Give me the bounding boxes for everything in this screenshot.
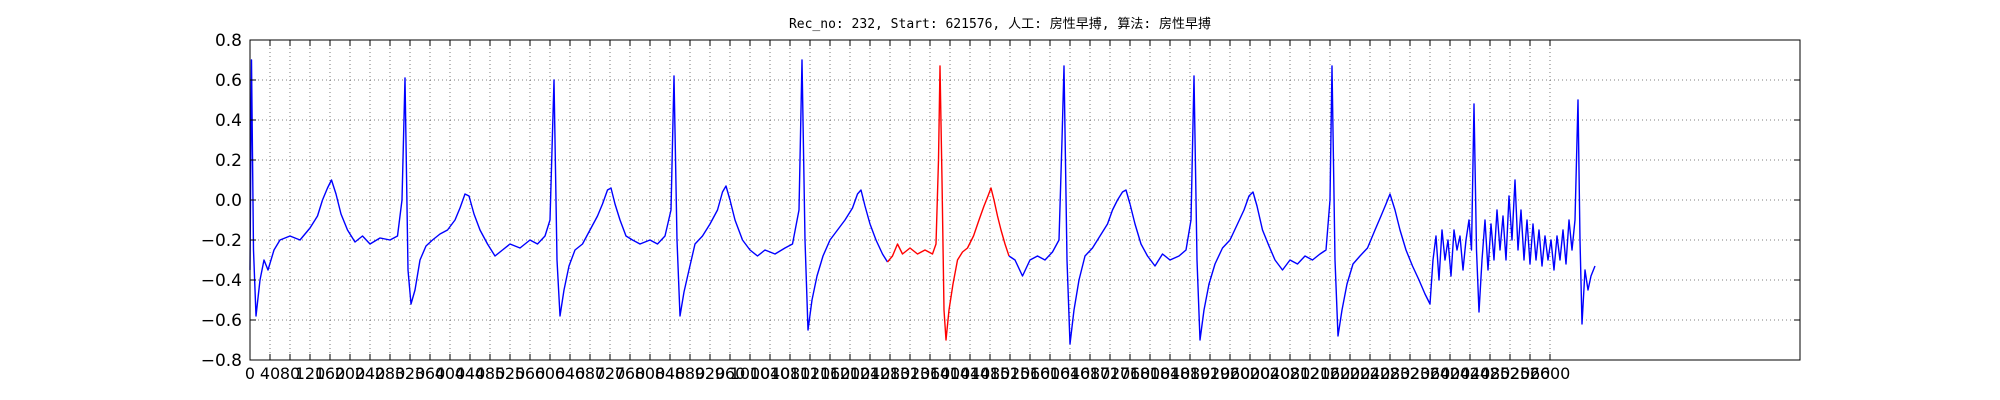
x-tick-label: 1040 [750, 364, 791, 383]
x-tick-label: 2200 [1330, 364, 1371, 383]
x-tick-label: 2400 [1430, 364, 1471, 383]
grid-lines [249, 39, 1800, 361]
x-tick-label: 1880 [1170, 364, 1211, 383]
x-tick-label: 760 [615, 364, 646, 383]
x-tick-label: 2520 [1490, 364, 1531, 383]
x-tick-label: 640 [555, 364, 586, 383]
x-tick-label: 2360 [1410, 364, 1451, 383]
x-tick-label: 120 [295, 364, 326, 383]
x-tick-label: 1600 [1030, 364, 1071, 383]
x-tick-label: 2480 [1470, 364, 1511, 383]
x-tick-label: 1400 [930, 364, 971, 383]
ecg-series-line-1 [249, 59, 889, 331]
x-tick-label: 360 [415, 364, 446, 383]
x-tick-label: 1240 [850, 364, 891, 383]
x-tick-label: 1520 [990, 364, 1031, 383]
x-tick-label: 1920 [1190, 364, 1231, 383]
x-tick-label: 560 [515, 364, 546, 383]
x-tick-label: 920 [695, 364, 726, 383]
x-tick-label: 320 [395, 364, 426, 383]
x-tick-label: 1000 [730, 364, 771, 383]
ecg-series-line-2 [886, 65, 1010, 341]
x-tick-label: 960 [715, 364, 746, 383]
ecg-series-line-3 [1008, 65, 1596, 345]
x-tick-label: 0 [245, 364, 255, 383]
x-tick-label: 1840 [1150, 364, 1191, 383]
x-tick-label: 280 [375, 364, 406, 383]
x-tick-label: 1720 [1090, 364, 1131, 383]
y-tick-label: −0.8 [201, 351, 242, 371]
x-tick-label: 2600 [1530, 364, 1571, 383]
x-tick-label: 240 [355, 364, 386, 383]
x-tick-label: 2560 [1510, 364, 1551, 383]
x-tick-label: 2240 [1350, 364, 1391, 383]
x-tick-label: 2320 [1390, 364, 1431, 383]
x-tick-label: 520 [495, 364, 526, 383]
x-tick-label: 200 [335, 364, 366, 383]
x-tick-label: 1560 [1010, 364, 1051, 383]
y-tick-label: 0.4 [215, 111, 242, 131]
x-tick-label: 880 [675, 364, 706, 383]
x-tick-label: 1080 [770, 364, 811, 383]
x-tick-label: 800 [635, 364, 666, 383]
x-tick-label: 400 [435, 364, 466, 383]
x-tick-label: 1680 [1070, 364, 1111, 383]
x-tick-label: 1760 [1110, 364, 1151, 383]
x-tick-label: 2160 [1310, 364, 1351, 383]
x-tick-label: 1160 [810, 364, 851, 383]
x-tick-label: 1280 [870, 364, 911, 383]
x-tick-label: 2040 [1250, 364, 1291, 383]
x-tick-label: 40 [260, 364, 280, 383]
x-tick-label: 2120 [1290, 364, 1331, 383]
series-group [249, 59, 1596, 345]
x-tick-label: 600 [535, 364, 566, 383]
x-tick-label: 1120 [790, 364, 831, 383]
x-tick-label: 1200 [830, 364, 871, 383]
x-tick-label: 160 [315, 364, 346, 383]
chart-title: Rec_no: 232, Start: 621576, 人工: 房性早搏, 算法… [789, 16, 1211, 32]
x-tick-label: 840 [655, 364, 686, 383]
x-tick-label: 2000 [1230, 364, 1271, 383]
x-tick-label: 1360 [910, 364, 951, 383]
x-tick-label: 680 [575, 364, 606, 383]
x-tick-label: 1320 [890, 364, 931, 383]
x-axis: 0 40 8012016020024028032036040044048052056… [245, 40, 1570, 383]
x-tick-label: 440 [455, 364, 486, 383]
x-tick-label: 1640 [1050, 364, 1091, 383]
x-tick-label: 1960 [1210, 364, 1251, 383]
y-tick-label: 0.2 [215, 151, 242, 171]
y-axis: −0.8 −0.6 −0.4 −0.2 0.0 0.2 0.4 0.6 0.8 [201, 31, 1800, 371]
x-tick-label: 720 [595, 364, 626, 383]
x-tick-label: 1480 [970, 364, 1011, 383]
y-tick-label: −0.2 [201, 231, 242, 251]
x-tick-label: 80 [280, 364, 300, 383]
x-tick-label: 2280 [1370, 364, 1411, 383]
x-tick-label: 480 [475, 364, 506, 383]
y-tick-label: 0.6 [215, 71, 242, 91]
x-tick-label: 2080 [1270, 364, 1311, 383]
y-tick-label: 0.0 [215, 191, 242, 211]
x-tick-label: 1800 [1130, 364, 1171, 383]
x-tick-label: 2440 [1450, 364, 1491, 383]
y-tick-label: 0.8 [215, 31, 242, 51]
y-tick-label: −0.6 [201, 311, 242, 331]
x-tick-label: 1440 [950, 364, 991, 383]
y-tick-label: −0.4 [201, 271, 242, 291]
